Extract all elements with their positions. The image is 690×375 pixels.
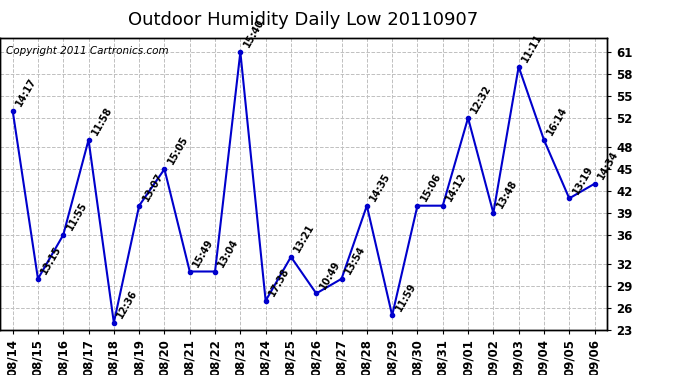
Text: 15:40: 15:40 [241, 18, 266, 50]
Text: Copyright 2011 Cartronics.com: Copyright 2011 Cartronics.com [6, 46, 168, 56]
Text: 13:19: 13:19 [571, 164, 595, 196]
Text: 15:49: 15:49 [191, 237, 215, 269]
Text: 13:48: 13:48 [495, 178, 519, 210]
Text: 13:04: 13:04 [217, 237, 241, 269]
Text: 12:36: 12:36 [115, 288, 139, 320]
Text: 14:34: 14:34 [596, 149, 620, 181]
Text: 13:15: 13:15 [39, 244, 63, 276]
Text: 14:35: 14:35 [368, 171, 393, 203]
Text: 14:17: 14:17 [14, 76, 38, 108]
Text: 10:49: 10:49 [317, 259, 342, 291]
Text: 13:21: 13:21 [293, 222, 317, 254]
Text: 11:55: 11:55 [65, 200, 89, 232]
Text: 15:06: 15:06 [419, 171, 443, 203]
Text: 11:59: 11:59 [393, 281, 417, 313]
Text: 15:05: 15:05 [166, 135, 190, 166]
Text: 11:58: 11:58 [90, 105, 114, 137]
Text: 14:12: 14:12 [444, 171, 469, 203]
Text: 12:32: 12:32 [469, 83, 493, 115]
Text: 13:07: 13:07 [141, 171, 165, 203]
Text: Outdoor Humidity Daily Low 20110907: Outdoor Humidity Daily Low 20110907 [128, 11, 479, 29]
Text: 16:14: 16:14 [545, 105, 569, 137]
Text: 11:11: 11:11 [520, 32, 544, 64]
Text: 17:38: 17:38 [267, 266, 291, 298]
Text: 13:54: 13:54 [343, 244, 367, 276]
